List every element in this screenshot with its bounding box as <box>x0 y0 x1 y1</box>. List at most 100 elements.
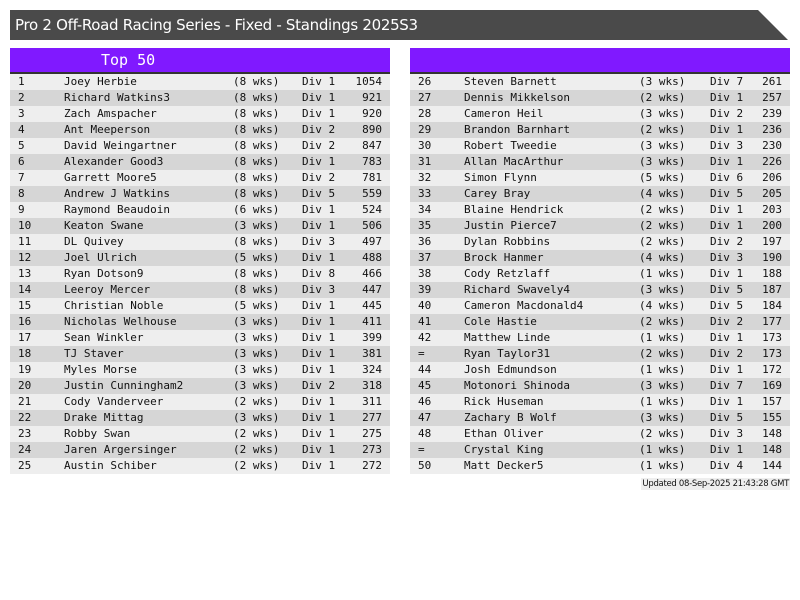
weeks-cell: (4 wks) <box>639 299 686 312</box>
rank-cell: 46 <box>418 395 432 408</box>
driver-name: Cody Retzlaff <box>464 267 551 280</box>
weeks-cell: (1 wks) <box>639 331 686 344</box>
table-row: 7 Garrett Moore5 (8 wks) Div 2 781 <box>10 170 390 186</box>
weeks-cell: (3 wks) <box>639 139 686 152</box>
rank-cell: 5 <box>18 139 25 152</box>
score-cell: 187 <box>762 283 782 296</box>
weeks-cell: (2 wks) <box>639 315 686 328</box>
score-cell: 148 <box>762 427 782 440</box>
division-cell: Div 4 <box>710 459 744 472</box>
table-row: 46 Rick Huseman (1 wks) Div 1 157 <box>410 394 790 410</box>
division-cell: Div 1 <box>302 219 336 232</box>
table-row: 24 Jaren Argersinger (2 wks) Div 1 273 <box>10 442 390 458</box>
division-cell: Div 5 <box>710 187 744 200</box>
score-cell: 920 <box>362 107 382 120</box>
rank-cell: 24 <box>18 443 32 456</box>
driver-name: Richard Swavely4 <box>464 283 570 296</box>
division-cell: Div 1 <box>302 459 336 472</box>
table-row: 11 DL Quivey (8 wks) Div 3 497 <box>10 234 390 250</box>
score-cell: 311 <box>362 395 382 408</box>
table-row: 35 Justin Pierce7 (2 wks) Div 1 200 <box>410 218 790 234</box>
weeks-cell: (3 wks) <box>639 155 686 168</box>
rank-cell: 9 <box>18 203 25 216</box>
weeks-cell: (8 wks) <box>233 235 280 248</box>
rank-cell: 25 <box>18 459 32 472</box>
score-cell: 411 <box>362 315 382 328</box>
score-cell: 497 <box>362 235 382 248</box>
division-cell: Div 1 <box>302 363 336 376</box>
driver-name: Motonori Shinoda <box>464 379 570 392</box>
driver-name: Crystal King <box>464 443 544 456</box>
rank-cell: 20 <box>18 379 32 392</box>
table-row: = Crystal King (1 wks) Div 1 148 <box>410 442 790 458</box>
division-cell: Div 1 <box>710 123 744 136</box>
score-cell: 148 <box>762 443 782 456</box>
division-cell: Div 2 <box>710 107 744 120</box>
driver-name: Steven Barnett <box>464 75 557 88</box>
rank-cell: 4 <box>18 123 25 136</box>
table-row: 16 Nicholas Welhouse (3 wks) Div 1 411 <box>10 314 390 330</box>
panel-title: Top 50 <box>101 51 156 69</box>
driver-name: Dylan Robbins <box>464 235 551 248</box>
rank-cell: 13 <box>18 267 32 280</box>
rank-cell: 7 <box>18 171 25 184</box>
division-cell: Div 1 <box>710 203 744 216</box>
division-cell: Div 3 <box>710 251 744 264</box>
table-row: 44 Josh Edmundson (1 wks) Div 1 172 <box>410 362 790 378</box>
score-cell: 324 <box>362 363 382 376</box>
division-cell: Div 2 <box>302 123 336 136</box>
score-cell: 272 <box>362 459 382 472</box>
driver-name: Alexander Good3 <box>64 155 164 168</box>
driver-name: Cameron Heil <box>464 107 544 120</box>
rank-cell: 28 <box>418 107 432 120</box>
weeks-cell: (3 wks) <box>233 363 280 376</box>
table-row: 20 Justin Cunningham2 (3 wks) Div 2 318 <box>10 378 390 394</box>
panel-header <box>410 48 790 74</box>
driver-name: Rick Huseman <box>464 395 544 408</box>
driver-name: Zachary B Wolf <box>464 411 557 424</box>
weeks-cell: (1 wks) <box>639 395 686 408</box>
rank-cell: 16 <box>18 315 32 328</box>
weeks-cell: (3 wks) <box>639 379 686 392</box>
division-cell: Div 1 <box>302 347 336 360</box>
driver-name: DL Quivey <box>64 235 124 248</box>
driver-name: David Weingartner <box>64 139 177 152</box>
rank-cell: = <box>418 443 425 456</box>
weeks-cell: (2 wks) <box>233 459 280 472</box>
table-row: 39 Richard Swavely4 (3 wks) Div 5 187 <box>410 282 790 298</box>
table-row: 48 Ethan Oliver (2 wks) Div 3 148 <box>410 426 790 442</box>
rank-cell: 14 <box>18 283 32 296</box>
rank-cell: 10 <box>18 219 32 232</box>
rank-cell: 17 <box>18 331 32 344</box>
division-cell: Div 2 <box>302 139 336 152</box>
division-cell: Div 1 <box>302 299 336 312</box>
score-cell: 203 <box>762 203 782 216</box>
table-row: 28 Cameron Heil (3 wks) Div 2 239 <box>410 106 790 122</box>
table-row: = Ryan Taylor31 (2 wks) Div 2 173 <box>410 346 790 362</box>
page-title: Pro 2 Off-Road Racing Series - Fixed - S… <box>15 16 418 34</box>
weeks-cell: (3 wks) <box>233 331 280 344</box>
rank-cell: 47 <box>418 411 432 424</box>
driver-name: Andrew J Watkins <box>64 187 170 200</box>
driver-name: Drake Mittag <box>64 411 144 424</box>
score-cell: 381 <box>362 347 382 360</box>
table-row: 23 Robby Swan (2 wks) Div 1 275 <box>10 426 390 442</box>
weeks-cell: (2 wks) <box>639 347 686 360</box>
rank-cell: 27 <box>418 91 432 104</box>
division-cell: Div 5 <box>710 411 744 424</box>
rank-cell: 50 <box>418 459 432 472</box>
division-cell: Div 8 <box>302 267 336 280</box>
score-cell: 783 <box>362 155 382 168</box>
driver-name: Cole Hastie <box>464 315 537 328</box>
table-row: 26 Steven Barnett (3 wks) Div 7 261 <box>410 74 790 90</box>
weeks-cell: (3 wks) <box>639 107 686 120</box>
table-row: 42 Matthew Linde (1 wks) Div 1 173 <box>410 330 790 346</box>
table-row: 21 Cody Vanderveer (2 wks) Div 1 311 <box>10 394 390 410</box>
table-row: 45 Motonori Shinoda (3 wks) Div 7 169 <box>410 378 790 394</box>
division-cell: Div 2 <box>710 235 744 248</box>
weeks-cell: (3 wks) <box>233 315 280 328</box>
driver-name: Austin Schiber <box>64 459 157 472</box>
rank-cell: 15 <box>18 299 32 312</box>
table-row: 13 Ryan Dotson9 (8 wks) Div 8 466 <box>10 266 390 282</box>
driver-name: Zach Amspacher <box>64 107 157 120</box>
